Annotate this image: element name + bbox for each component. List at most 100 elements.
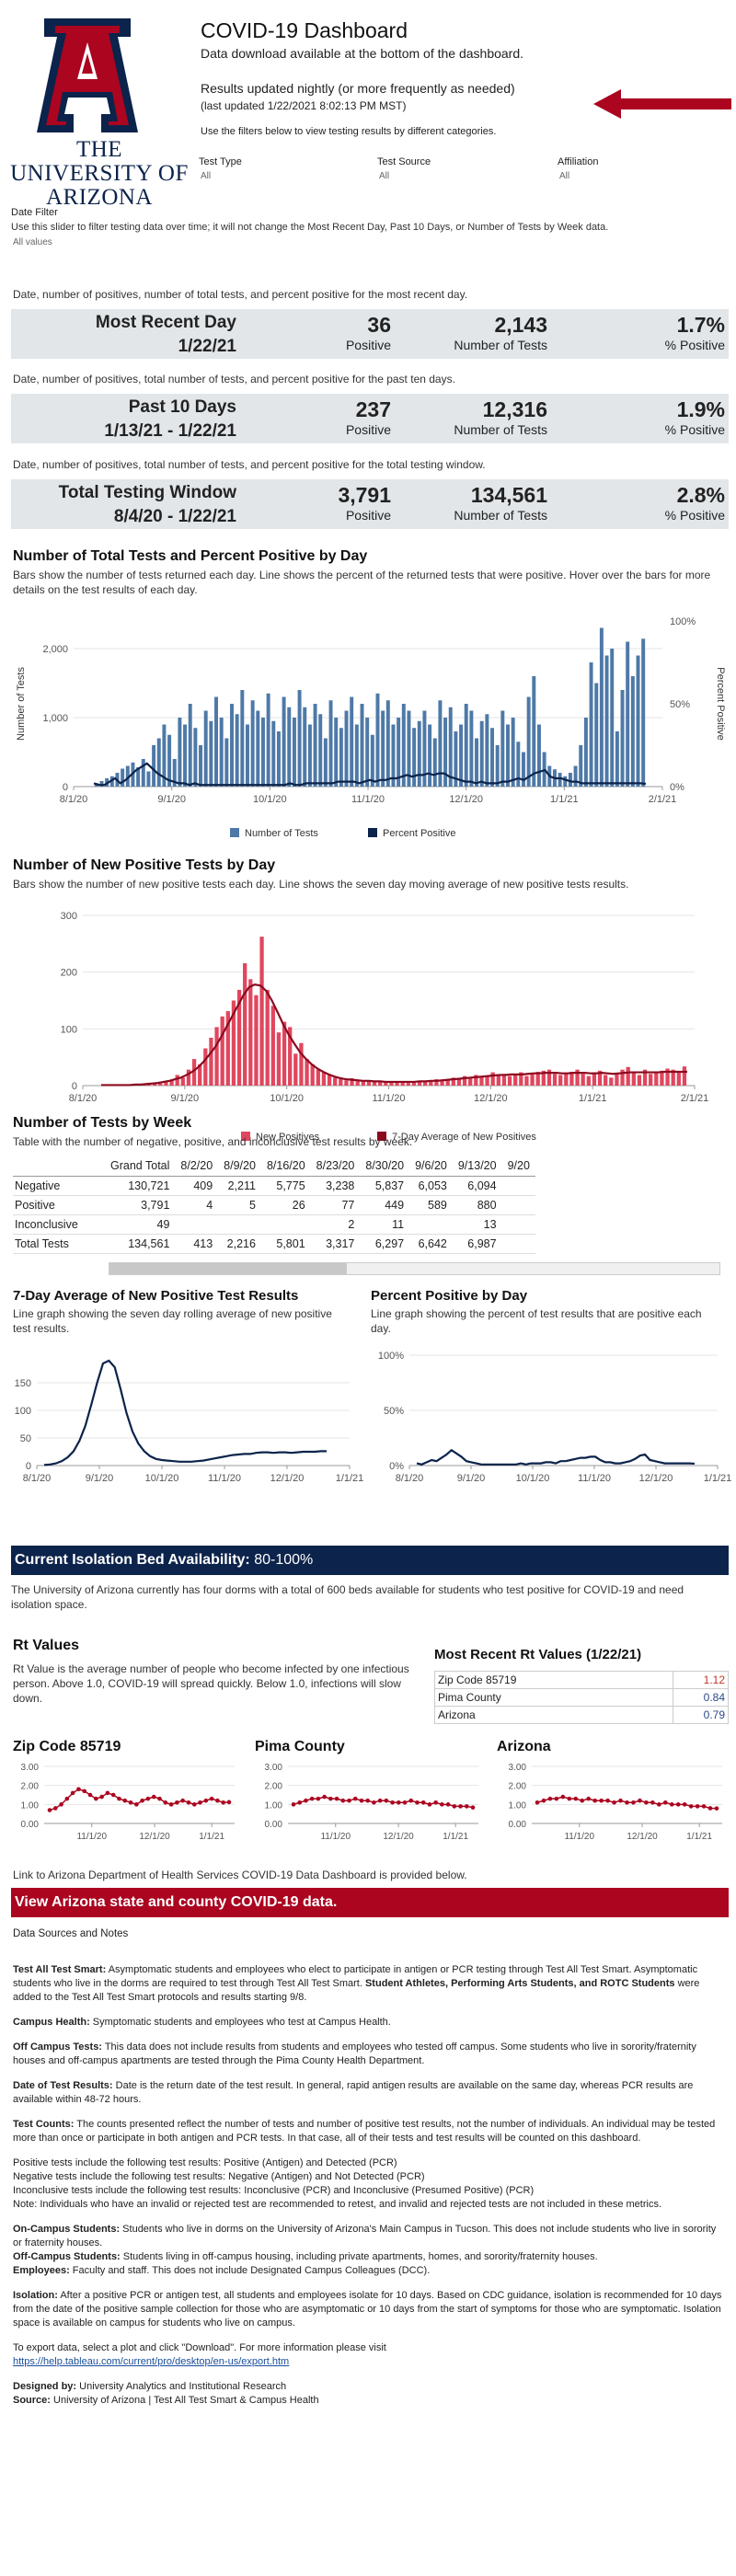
legend-swatch: [241, 1132, 250, 1141]
chart-tests-by-day[interactable]: 0 1,000 2,000 8/1/20 9/1/20 10/1/20 11/1/20 12/…: [0, 603, 736, 851]
y-axis-label: Number of Tests: [16, 667, 27, 741]
data-point: [309, 1796, 315, 1801]
data-point: [99, 1794, 104, 1800]
bar: [649, 1074, 653, 1086]
university-logo-icon: [37, 18, 138, 132]
bar: [401, 704, 406, 787]
table-scrollbar[interactable]: [109, 1262, 720, 1275]
export-help-link[interactable]: https://help.tableau.com/current/pro/des…: [13, 2356, 290, 2367]
filter-affiliation[interactable]: All: [559, 171, 570, 181]
bar: [385, 700, 390, 787]
data-point: [464, 1804, 469, 1809]
bar: [581, 1074, 585, 1086]
data-point: [714, 1806, 719, 1811]
chart-7day-average[interactable]: 0 50 100 150 8/1/20 9/1/20 10/1/20 11/1/20 12/1/…: [0, 1339, 363, 1500]
scrollbar-thumb[interactable]: [109, 1263, 347, 1274]
rt-chart-zip[interactable]: 0.00 1.00 2.00 3.00 11/1/20 12/1/20 1/1/21: [0, 1759, 244, 1851]
bar: [522, 752, 525, 787]
bar: [271, 720, 276, 787]
data-point: [221, 1800, 226, 1805]
bar: [236, 989, 242, 1086]
x-tick-label: 12/1/20: [139, 1832, 170, 1842]
x-tick-label: 12/1/20: [270, 1473, 305, 1484]
kpi-pct-caption: % Positive: [664, 508, 725, 523]
data-point: [390, 1800, 395, 1805]
bar: [99, 781, 104, 787]
bar: [220, 1016, 224, 1086]
chart2-desc: Bars show the number of new positive tes…: [13, 878, 629, 891]
column-header: 9/20: [501, 1156, 535, 1177]
y-tick-label: 1.00: [509, 1800, 527, 1811]
filter-test-type[interactable]: All: [201, 171, 212, 181]
x-tick-label: 11/1/20: [76, 1832, 107, 1842]
bar: [454, 731, 458, 787]
chart-new-positives[interactable]: 0 100 200 300 8/1/20 9/1/20 10/1/20 11/1/20 12/1…: [0, 897, 736, 1150]
update-notice: Results updated nightly (or more frequen…: [201, 81, 515, 96]
kpi-positive: 237: [355, 397, 391, 421]
series-line: [49, 1788, 230, 1811]
table-cell: Total Tests: [13, 1234, 105, 1254]
kpi-pct: 1.9%: [676, 397, 725, 421]
filter-test-source[interactable]: All: [379, 171, 390, 181]
bar: [156, 738, 161, 787]
bar: [407, 710, 411, 787]
data-point: [682, 1802, 687, 1807]
bar: [434, 1079, 439, 1086]
table-cell: [501, 1234, 535, 1254]
data-point: [580, 1798, 585, 1803]
bar: [282, 696, 286, 787]
bar: [526, 696, 531, 787]
data-point: [592, 1798, 597, 1803]
rt-chart-arizona[interactable]: 0.00 1.00 2.00 3.00 11/1/20 12/1/20 1/1/21: [488, 1759, 731, 1851]
data-point: [650, 1800, 655, 1805]
rt-chart-title: Pima County: [255, 1739, 345, 1754]
x-tick-label: 11/1/20: [578, 1473, 611, 1484]
data-point: [631, 1800, 636, 1805]
bar: [630, 676, 635, 787]
bar: [248, 979, 253, 1086]
y-tick-label: 2.00: [265, 1782, 283, 1792]
table-cell: Negative: [13, 1176, 105, 1196]
table-cell: [218, 1214, 261, 1235]
date-filter-slider[interactable]: All values: [13, 237, 52, 247]
data-point: [140, 1798, 144, 1803]
last-updated: (last updated 1/22/2021 8:02:13 PM MST): [201, 99, 407, 112]
kpi-positive-caption: Positive: [345, 338, 391, 352]
bar: [423, 1080, 428, 1086]
chart3-title: 7-Day Average of New Positive Test Resul…: [13, 1288, 299, 1304]
chart4-desc: Line graph showing the percent of test r…: [371, 1307, 702, 1335]
data-point: [452, 1804, 457, 1809]
data-point: [304, 1798, 308, 1803]
bar: [183, 724, 188, 787]
bar: [422, 710, 427, 787]
bar: [199, 745, 203, 787]
bar: [501, 1074, 507, 1086]
table-cell: 49: [105, 1214, 176, 1235]
bar: [615, 1074, 619, 1086]
x-tick-label: 2/1/21: [649, 794, 677, 805]
adhs-link-banner[interactable]: View Arizona state and county COVID-19 d…: [11, 1888, 729, 1917]
table-cell: 6,053: [409, 1176, 453, 1196]
table-cell: 77: [310, 1195, 361, 1215]
y-tick-label: 3.00: [265, 1763, 283, 1773]
bar: [524, 1075, 529, 1086]
bar: [438, 700, 443, 787]
rt-chart-pima[interactable]: 0.00 1.00 2.00 3.00 11/1/20 12/1/20 1/1/21: [244, 1759, 488, 1851]
bar: [270, 1006, 275, 1086]
bar: [641, 638, 646, 787]
bar: [146, 771, 151, 787]
data-point: [316, 1796, 321, 1801]
data-point: [408, 1798, 414, 1803]
data-point: [198, 1800, 202, 1805]
chart-percent-positive[interactable]: 0% 50% 100% 8/1/20 9/1/20 10/1/20 11/1/20 12/1/…: [363, 1339, 731, 1500]
y-tick-label: 0: [26, 1461, 31, 1472]
bar: [637, 1075, 642, 1086]
kpi-most-recent-day: Most Recent Day 1/22/21 36 Positive 2,143…: [11, 309, 729, 359]
y-tick-label: 2.00: [21, 1782, 40, 1792]
bar: [412, 728, 417, 787]
bar: [597, 1070, 603, 1086]
rt-chart-title: Zip Code 85719: [13, 1739, 121, 1754]
x-tick-label: 10/1/20: [270, 1093, 304, 1104]
data-point: [209, 1796, 214, 1801]
kpi-total-window: Total Testing Window 8/4/20 - 1/22/21 3,7…: [11, 479, 729, 529]
